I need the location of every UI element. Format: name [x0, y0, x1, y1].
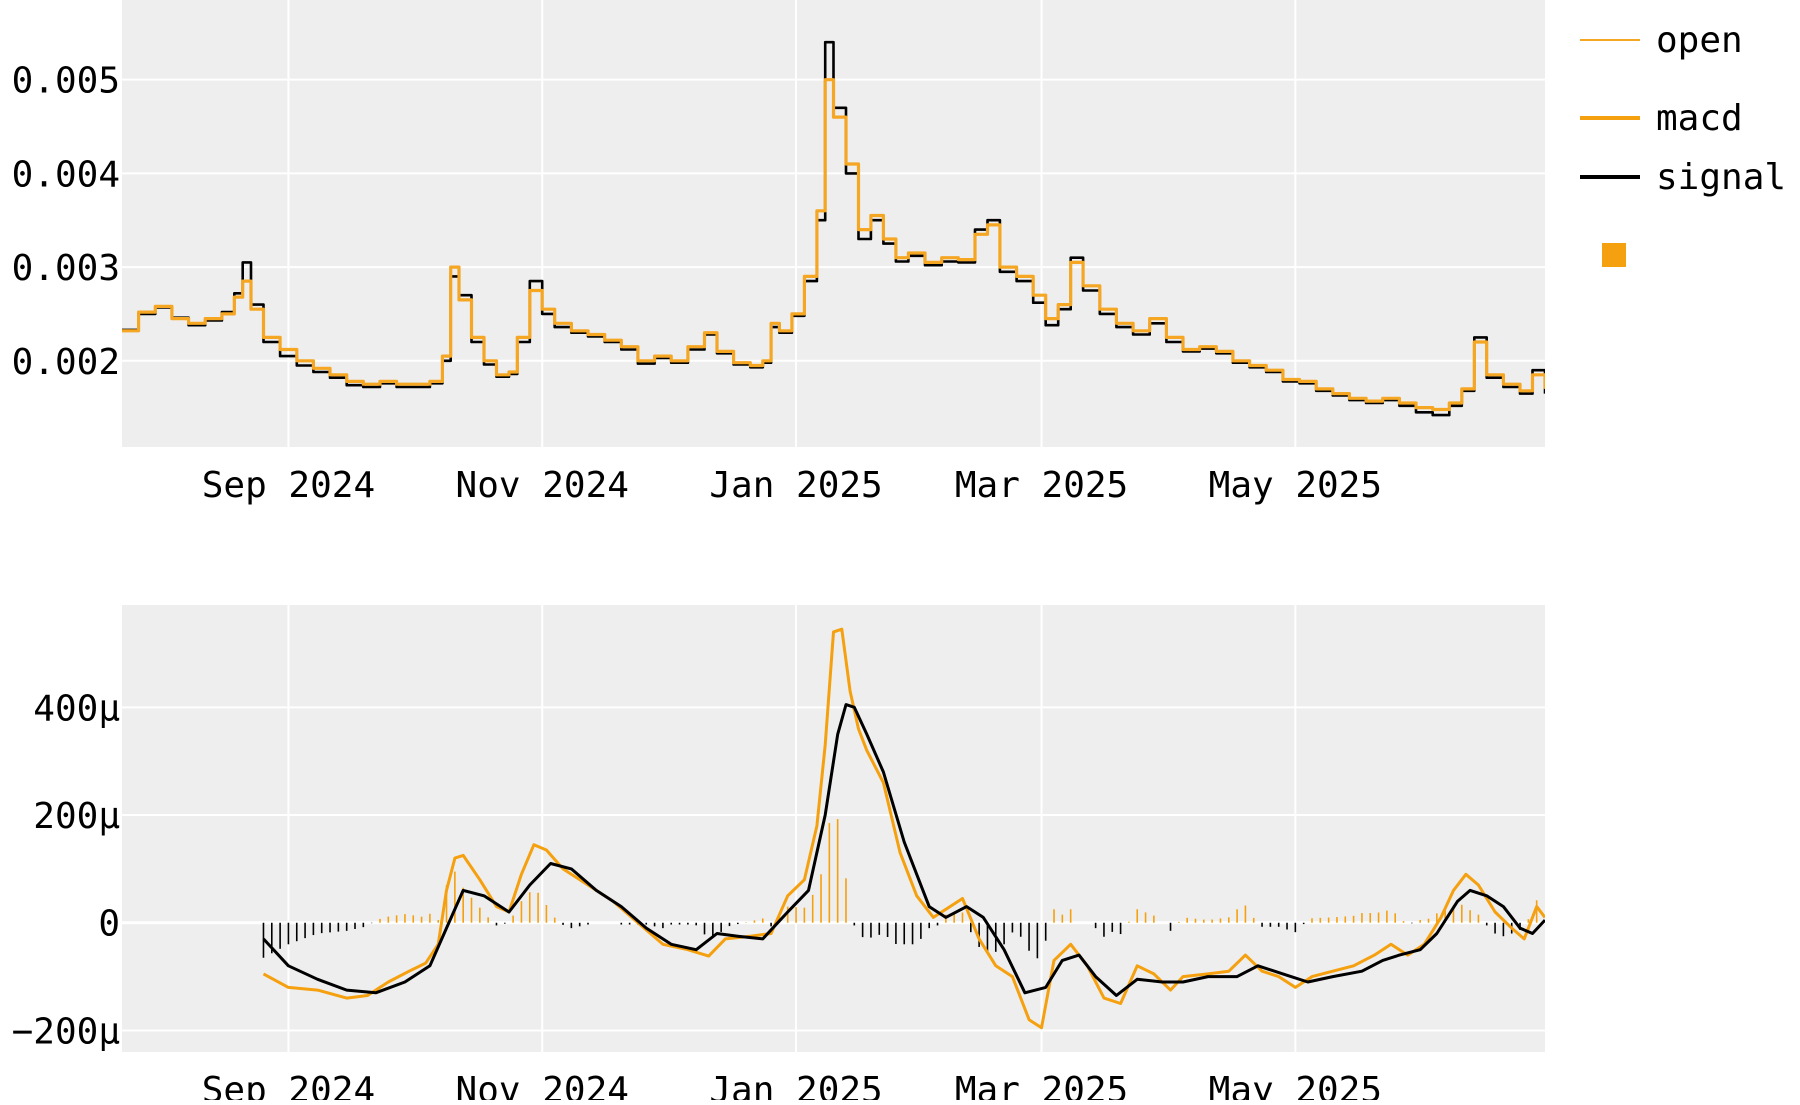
- price-y-tick-label: 0.004: [12, 154, 120, 195]
- macd-plot-background: [122, 605, 1545, 1052]
- macd-y-tick-label: 0: [98, 904, 120, 945]
- macd-x-tick-label: May 2025: [1209, 1070, 1382, 1100]
- legend-item-open: open: [1580, 20, 1743, 61]
- macd-y-tick-label: −200μ: [12, 1011, 120, 1052]
- macd-histogram: [262, 819, 1545, 959]
- macd-y-tick-label: 200μ: [33, 796, 120, 837]
- price-x-tick-label: Jan 2025: [709, 465, 882, 506]
- price-x-tick-label: Nov 2024: [456, 465, 629, 506]
- macd-line: [262, 627, 1545, 1030]
- price-x-tick-label: Sep 2024: [202, 465, 375, 506]
- price-plot-area: [122, 40, 1545, 417]
- legend-label: signal: [1656, 157, 1786, 198]
- legend-label: macd: [1656, 98, 1743, 139]
- signal-line: [262, 703, 1545, 997]
- macd-plot-area: [262, 627, 1545, 1030]
- macd-x-tick-label: Mar 2025: [955, 1070, 1128, 1100]
- price-y-tick-label: 0.003: [12, 248, 120, 289]
- legend-item-signal: signal: [1580, 157, 1786, 198]
- macd-panel: Sep 2024 Nov 2024 Jan 2025 Mar 2025 May 2025…: [12, 605, 1545, 1105]
- legend-swatch: [1602, 243, 1626, 267]
- macd-x-tick-label: Jan 2025: [709, 1070, 882, 1100]
- price-y-tick-label: 0.005: [12, 61, 120, 102]
- macd-x-tick-label: Nov 2024: [456, 1070, 629, 1100]
- price-x-tick-label: Mar 2025: [955, 465, 1128, 506]
- open-line: [122, 78, 1545, 412]
- price-x-tick-label: May 2025: [1209, 465, 1382, 506]
- macd-y-tick-label: 400μ: [33, 688, 120, 729]
- legend: open macd signal: [1580, 20, 1786, 267]
- price-panel: Sep 2024 Nov 2024 Jan 2025 Mar 2025 May 2025…: [12, 0, 1545, 506]
- price-y-tick-label: 0.002: [12, 342, 120, 383]
- macd-x-tick-label: Sep 2024: [202, 1070, 375, 1100]
- legend-label: open: [1656, 20, 1743, 61]
- legend-item-macd: macd: [1580, 98, 1743, 139]
- legend-item-swatch: [1602, 243, 1626, 267]
